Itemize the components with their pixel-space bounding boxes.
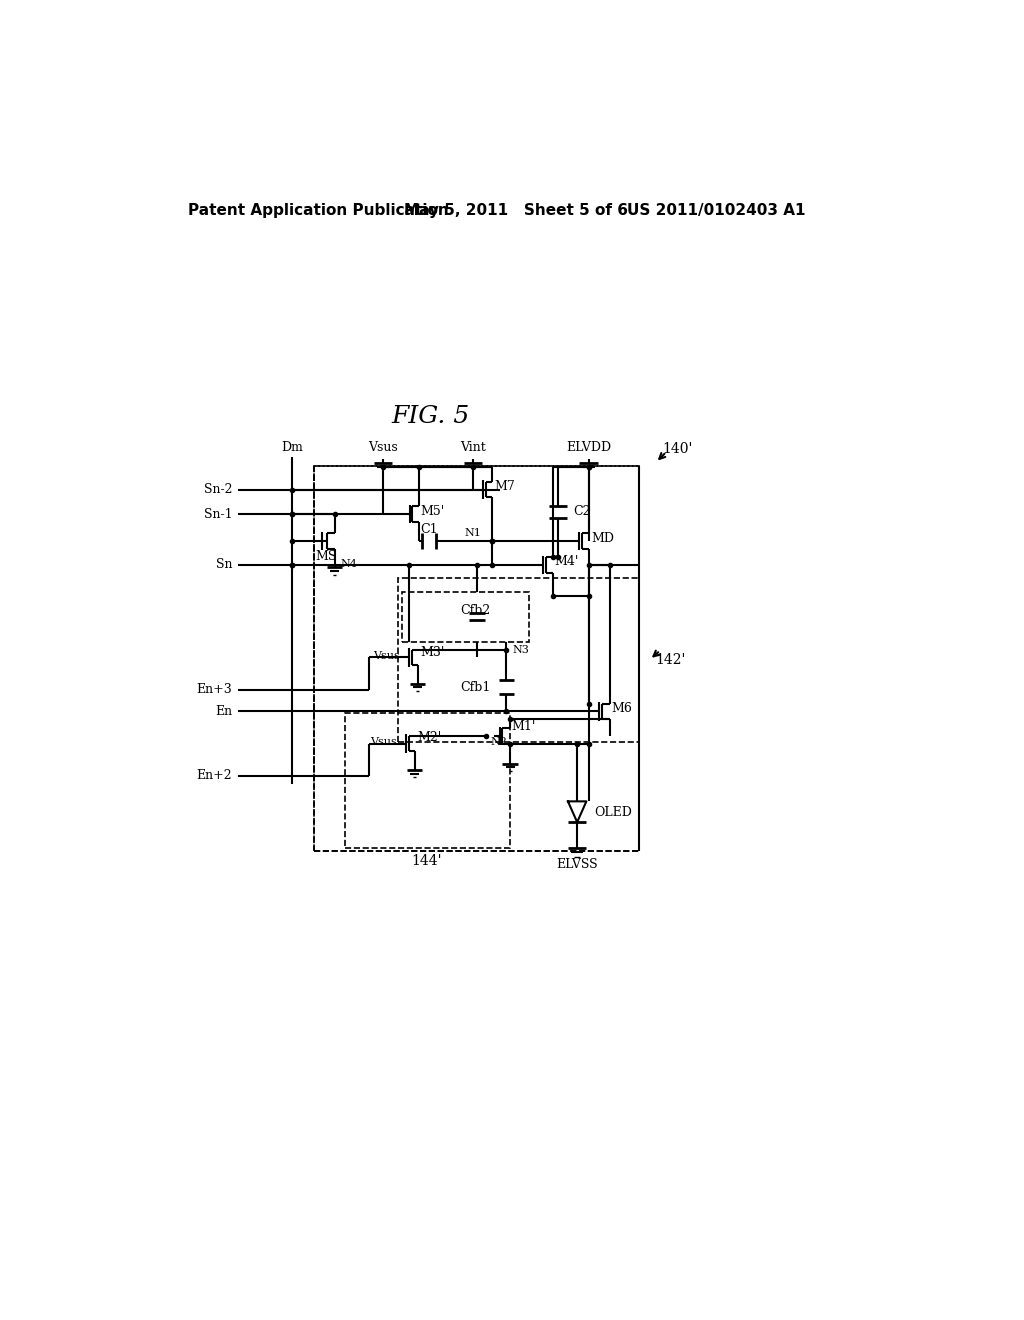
Text: Sn-1: Sn-1 — [204, 508, 232, 520]
Text: OLED: OLED — [594, 807, 632, 820]
Text: C1: C1 — [421, 523, 438, 536]
Text: M2': M2' — [417, 731, 441, 744]
Text: M1': M1' — [512, 721, 537, 733]
Text: Sn: Sn — [216, 558, 232, 572]
Text: M5': M5' — [420, 504, 444, 517]
Text: US 2011/0102403 A1: US 2011/0102403 A1 — [628, 203, 806, 218]
Text: MS: MS — [315, 550, 337, 564]
Text: Dm: Dm — [282, 441, 303, 454]
Text: M6: M6 — [611, 702, 632, 714]
Text: En+2: En+2 — [197, 770, 232, 783]
Text: 144': 144' — [412, 854, 442, 869]
Text: MD: MD — [591, 532, 614, 545]
Text: M7: M7 — [494, 480, 515, 492]
Text: N2: N2 — [490, 737, 508, 747]
Text: Cfb2: Cfb2 — [460, 603, 490, 616]
Text: 142': 142' — [655, 652, 686, 667]
Text: Vint: Vint — [461, 441, 486, 454]
Text: M3': M3' — [420, 647, 444, 659]
Text: M4': M4' — [555, 556, 580, 569]
Text: FIG. 5: FIG. 5 — [392, 405, 470, 428]
Bar — [345, 713, 510, 847]
Text: Sn-2: Sn-2 — [204, 483, 232, 496]
Text: En+3: En+3 — [197, 684, 232, 696]
Text: 140': 140' — [662, 442, 692, 457]
Text: Vsus: Vsus — [374, 651, 400, 661]
Bar — [313, 466, 639, 851]
Text: Cfb1: Cfb1 — [461, 681, 490, 694]
Text: May 5, 2011   Sheet 5 of 6: May 5, 2011 Sheet 5 of 6 — [403, 203, 628, 218]
Text: N3: N3 — [512, 644, 529, 655]
Text: C2: C2 — [573, 506, 591, 519]
Text: Patent Application Publication: Patent Application Publication — [188, 203, 450, 218]
Text: N4: N4 — [341, 560, 357, 569]
Bar — [401, 591, 529, 642]
Text: En: En — [215, 705, 232, 718]
Text: ELVSS: ELVSS — [556, 858, 598, 871]
Text: Vsus: Vsus — [371, 737, 397, 747]
Text: ELVDD: ELVDD — [566, 441, 611, 454]
Text: N1: N1 — [464, 528, 481, 539]
Bar — [397, 578, 639, 742]
Text: Vsus: Vsus — [369, 441, 398, 454]
